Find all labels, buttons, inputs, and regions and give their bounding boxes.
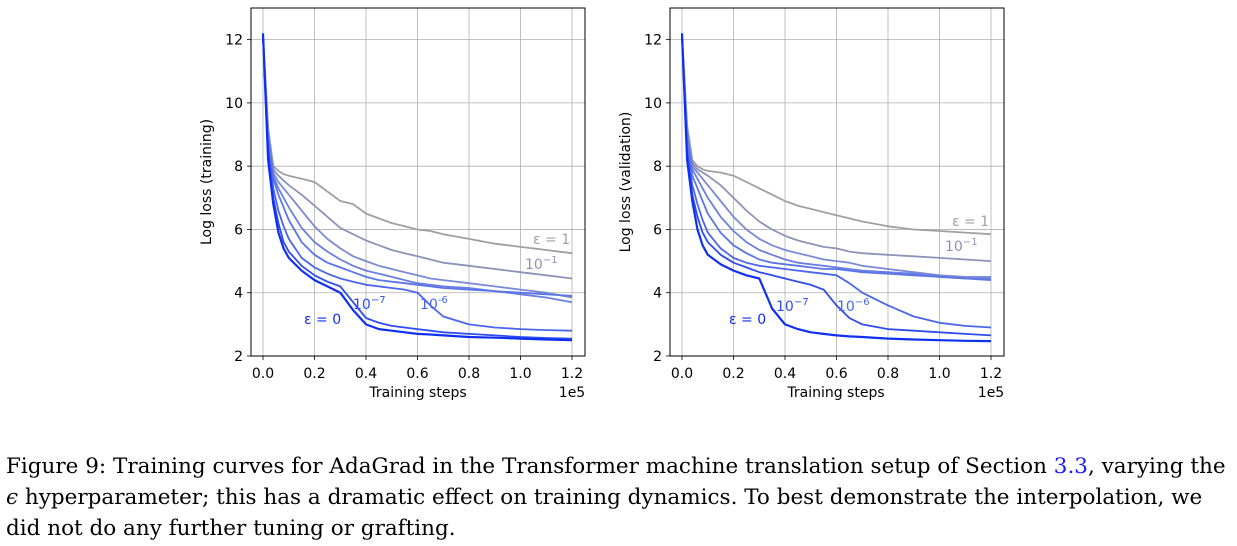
figure: Log loss (training) Training steps 1e5 0…: [199, 7, 1005, 401]
annotation-em6: 10−6: [837, 297, 870, 315]
series-line-2: [262, 36, 573, 299]
chart-training: Log loss (training) Training steps 1e5 0…: [199, 7, 586, 401]
x-tick-label: 0.4: [355, 366, 377, 382]
annotation-em1: 10−1: [945, 237, 978, 255]
annotation-em7: 10−7: [776, 297, 809, 315]
y-tick-label: 10: [644, 96, 662, 112]
annotation-em6: 10-6: [420, 295, 448, 313]
x-tick-label: 1.0: [509, 366, 531, 382]
x-multiplier-label: 1e5: [559, 385, 585, 401]
annotation-eps1: ε = 1: [952, 214, 989, 230]
series-line-1: [681, 36, 992, 262]
y-tick-label: 10: [225, 96, 243, 112]
annotation-eps1: ε = 1: [533, 232, 570, 248]
x-tick-label: 0.0: [671, 366, 693, 382]
series-line-1: [262, 36, 573, 280]
y-tick-label: 8: [234, 159, 243, 175]
series-line-5: [262, 36, 573, 332]
plot-frame: [250, 7, 586, 357]
series-line-0: [262, 36, 573, 255]
series-line-0: [681, 36, 992, 236]
x-tick-label: 0.0: [252, 366, 274, 382]
series-line-7: [261, 33, 573, 342]
figure-caption: Figure 9: Training curves for AdaGrad in…: [6, 451, 1232, 544]
x-axis-label: Training steps: [368, 385, 466, 401]
y-tick-label: 6: [234, 222, 243, 238]
x-multiplier-label: 1e5: [978, 385, 1004, 401]
caption-text-a: Training curves for AdaGrad in the Trans…: [113, 454, 1047, 479]
x-tick-label: 0.2: [303, 366, 325, 382]
x-tick-label: 0.8: [458, 366, 480, 382]
series-line-5: [681, 36, 992, 329]
annotation-eps0: ε = 0: [729, 312, 766, 328]
caption-figure-label: Figure 9:: [6, 454, 107, 479]
x-tick-label: 0.8: [877, 366, 899, 382]
chart-validation: Log loss (validation) Training steps 1e5…: [618, 7, 1005, 401]
y-axis-label: Log loss (training): [199, 119, 215, 245]
y-tick-label: 4: [234, 286, 243, 302]
x-tick-label: 0.4: [774, 366, 796, 382]
x-tick-label: 1.2: [980, 366, 1002, 382]
series-line-6: [681, 36, 992, 337]
y-tick-label: 12: [225, 33, 243, 49]
series-line-2: [681, 36, 991, 278]
x-axis-label: Training steps: [786, 385, 884, 401]
y-tick-label: 6: [653, 222, 662, 238]
series-line-4: [681, 36, 992, 281]
caption-text-c: hyperparameter; this has a dramatic effe…: [6, 485, 1203, 541]
plot-area-training: 0.0 0.2 0.4 0.6 0.8 1.0 1.2 2 4 6 8 10 12: [225, 7, 586, 382]
series-line-3: [262, 36, 573, 304]
y-tick-label: 4: [653, 286, 662, 302]
series-line-7: [680, 33, 992, 343]
x-tick-label: 0.6: [406, 366, 428, 382]
annotation-em1: 10−1: [525, 255, 558, 273]
caption-text-b: , varying the: [1087, 454, 1226, 479]
annotation-eps0: ε = 0: [304, 312, 341, 328]
series-line-3: [681, 36, 991, 280]
x-tick-label: 1.0: [928, 366, 950, 382]
x-tick-label: 1.2: [561, 366, 583, 382]
plot-area-validation: 0.0 0.2 0.4 0.6 0.8 1.0 1.2 2 4 6 8 10 12: [644, 7, 1005, 382]
y-tick-label: 12: [644, 33, 662, 49]
y-tick-label: 2: [653, 349, 662, 365]
x-tick-label: 0.6: [825, 366, 847, 382]
plot-frame: [669, 7, 1005, 357]
caption-section-ref[interactable]: 3.3: [1053, 454, 1088, 479]
x-tick-label: 0.2: [722, 366, 744, 382]
caption-epsilon: ϵ: [6, 485, 19, 510]
y-axis-label: Log loss (validation): [618, 112, 634, 253]
series-line-6: [262, 36, 573, 340]
annotation-em7: 10−7: [353, 295, 386, 313]
y-tick-label: 8: [653, 159, 662, 175]
y-tick-label: 2: [234, 349, 243, 365]
series-line-4: [262, 36, 573, 297]
